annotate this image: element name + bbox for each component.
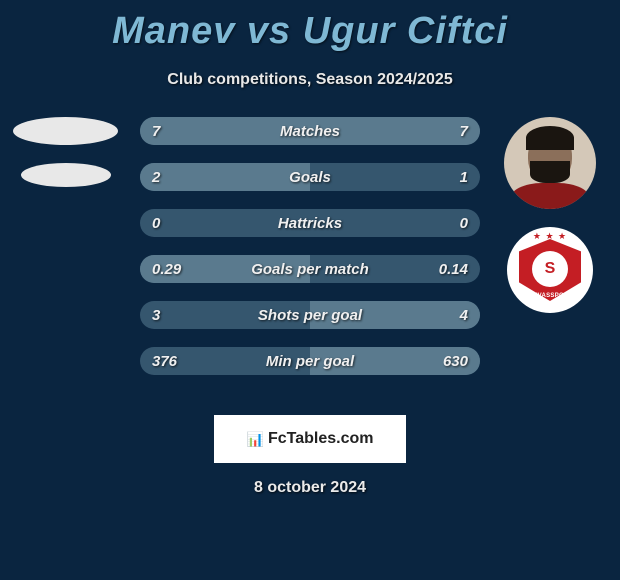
stat-label: Matches (140, 117, 480, 145)
watermark-text: FcTables.com (268, 430, 374, 448)
stat-bars: 7Matches7 2Goals1 0Hattricks0 0.29Goals per… (140, 117, 480, 375)
left-club-badge-placeholder (21, 163, 111, 187)
stat-label: Shots per goal (140, 301, 480, 329)
comparison-content: 7Matches7 2Goals1 0Hattricks0 0.29Goals per… (0, 117, 620, 397)
stat-bar: 376Min per goal630 (140, 347, 480, 375)
stat-value-right: 630 (443, 347, 468, 375)
stat-value-right: 4 (460, 301, 468, 329)
stat-label: Goals per match (140, 255, 480, 283)
club-letter: S (532, 251, 568, 287)
right-player-photo (504, 117, 596, 209)
stat-label: Hattricks (140, 209, 480, 237)
page-title: Manev vs Ugur Ciftci (0, 0, 620, 53)
watermark-badge: 📊 FcTables.com (214, 415, 406, 463)
club-name-text: SIVASSPOR (531, 293, 568, 299)
stat-value-right: 7 (460, 117, 468, 145)
stat-label: Goals (140, 163, 480, 191)
stat-bar: 3Shots per goal4 (140, 301, 480, 329)
stat-bar: 0Hattricks0 (140, 209, 480, 237)
stat-label: Min per goal (140, 347, 480, 375)
chart-icon: 📊 (247, 431, 264, 448)
right-club-badge: ★ ★ ★ S SIVASSPOR (507, 227, 593, 313)
right-player-column: ★ ★ ★ S SIVASSPOR (500, 117, 600, 313)
left-player-column (8, 117, 123, 187)
page-subtitle: Club competitions, Season 2024/2025 (0, 71, 620, 89)
stat-bar: 2Goals1 (140, 163, 480, 191)
stat-value-right: 1 (460, 163, 468, 191)
left-player-photo-placeholder (13, 117, 118, 145)
stat-bar: 7Matches7 (140, 117, 480, 145)
date-text: 8 october 2024 (0, 479, 620, 497)
stat-value-right: 0.14 (439, 255, 468, 283)
stat-value-right: 0 (460, 209, 468, 237)
stat-bar: 0.29Goals per match0.14 (140, 255, 480, 283)
